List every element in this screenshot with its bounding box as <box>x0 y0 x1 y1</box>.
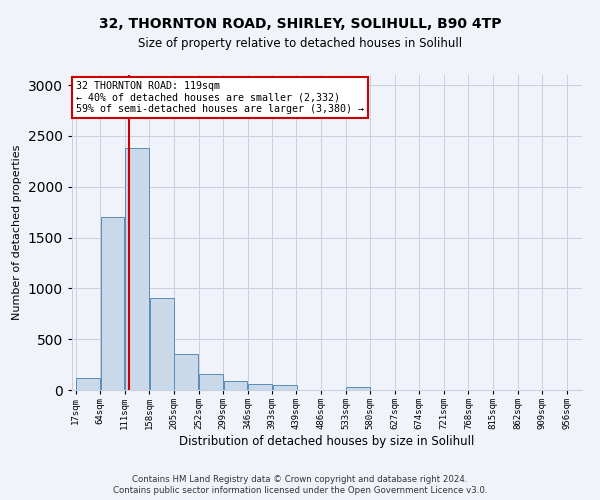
X-axis label: Distribution of detached houses by size in Solihull: Distribution of detached houses by size … <box>179 435 475 448</box>
Y-axis label: Number of detached properties: Number of detached properties <box>12 145 22 320</box>
Text: Contains HM Land Registry data © Crown copyright and database right 2024.: Contains HM Land Registry data © Crown c… <box>132 475 468 484</box>
Text: Contains public sector information licensed under the Open Government Licence v3: Contains public sector information licen… <box>113 486 487 495</box>
Bar <box>248 384 272 390</box>
Bar <box>199 374 223 390</box>
Bar <box>273 386 296 390</box>
Bar <box>101 218 124 390</box>
Bar <box>175 354 198 390</box>
Text: 32, THORNTON ROAD, SHIRLEY, SOLIHULL, B90 4TP: 32, THORNTON ROAD, SHIRLEY, SOLIHULL, B9… <box>99 18 501 32</box>
Bar <box>224 381 247 390</box>
Text: Size of property relative to detached houses in Solihull: Size of property relative to detached ho… <box>138 38 462 51</box>
Bar <box>150 298 173 390</box>
Bar <box>125 148 149 390</box>
Text: 32 THORNTON ROAD: 119sqm
← 40% of detached houses are smaller (2,332)
59% of sem: 32 THORNTON ROAD: 119sqm ← 40% of detach… <box>76 81 364 114</box>
Bar <box>346 387 370 390</box>
Bar <box>76 378 100 390</box>
